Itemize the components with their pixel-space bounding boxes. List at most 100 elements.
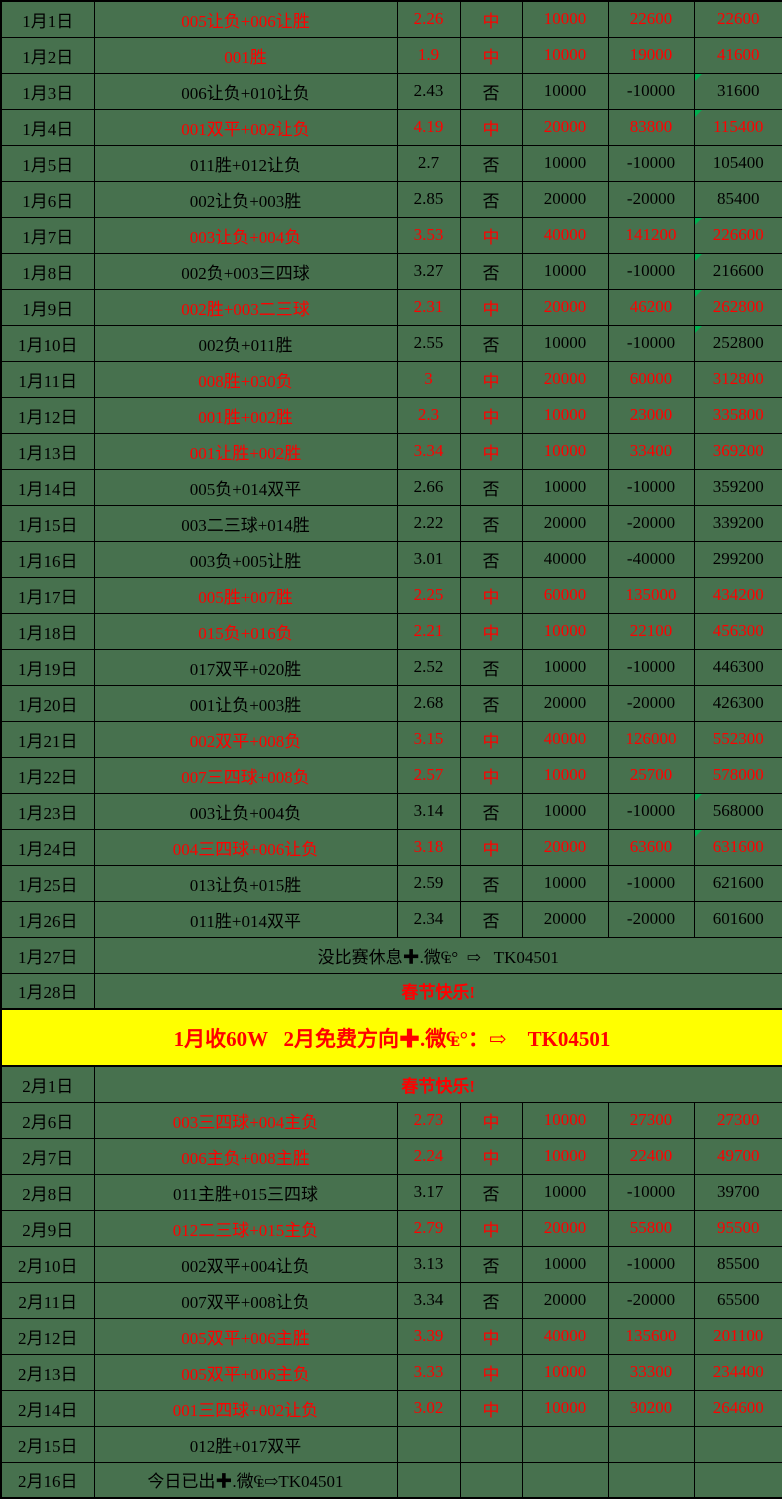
cell-odds[interactable]: 3.01 <box>396 540 461 578</box>
cell-date[interactable]: 1月27日 <box>0 936 95 974</box>
cell-date[interactable]: 1月6日 <box>0 180 95 218</box>
cell-date[interactable]: 1月18日 <box>0 612 95 650</box>
cell-profit[interactable]: -10000 <box>607 144 695 182</box>
cell-result[interactable]: 否 <box>459 648 523 686</box>
cell-description[interactable]: 005双平+006主胜 <box>93 1317 398 1355</box>
cell-profit[interactable]: -20000 <box>607 684 695 722</box>
cell-total[interactable]: 552300 <box>693 720 782 758</box>
cell-profit[interactable]: 126000 <box>607 720 695 758</box>
cell-profit[interactable]: 30200 <box>607 1389 695 1427</box>
cell-stake[interactable]: 40000 <box>521 540 609 578</box>
cell-description[interactable]: 002胜+003二三球 <box>93 288 398 326</box>
note-cell[interactable]: 春节快乐! <box>93 972 782 1010</box>
cell-result[interactable]: 否 <box>459 684 523 722</box>
cell-stake[interactable]: 10000 <box>521 468 609 506</box>
cell-profit[interactable]: -10000 <box>607 252 695 290</box>
cell-total[interactable]: 359200 <box>693 468 782 506</box>
cell-stake[interactable]: 20000 <box>521 180 609 218</box>
cell-date[interactable]: 1月3日 <box>0 72 95 110</box>
cell-total[interactable]: 578000 <box>693 756 782 794</box>
cell-odds[interactable]: 2.52 <box>396 648 461 686</box>
cell-odds[interactable]: 3.15 <box>396 720 461 758</box>
cell-result[interactable]: 中 <box>459 360 523 398</box>
cell-result[interactable]: 否 <box>459 504 523 542</box>
cell-total[interactable]: 39700 <box>693 1173 782 1211</box>
cell-result[interactable]: 中 <box>459 1317 523 1355</box>
cell-result[interactable]: 否 <box>459 900 523 938</box>
cell-odds[interactable]: 2.25 <box>396 576 461 614</box>
cell-description[interactable]: 001胜+002胜 <box>93 396 398 434</box>
cell-profit[interactable]: 63600 <box>607 828 695 866</box>
cell-total[interactable]: 426300 <box>693 684 782 722</box>
cell-profit[interactable]: 33400 <box>607 432 695 470</box>
cell-description[interactable]: 003让负+004负 <box>93 216 398 254</box>
cell-stake[interactable]: 10000 <box>521 648 609 686</box>
cell-description[interactable]: 今日已出✚.微₠⇨TK04501 <box>93 1461 398 1499</box>
cell-profit[interactable]: -20000 <box>607 180 695 218</box>
cell-description[interactable]: 004三四球+006让负 <box>93 828 398 866</box>
cell-date[interactable]: 1月7日 <box>0 216 95 254</box>
cell-profit[interactable]: 27300 <box>607 1101 695 1139</box>
cell-total[interactable] <box>693 1461 782 1499</box>
cell-result[interactable]: 否 <box>459 792 523 830</box>
cell-odds[interactable]: 4.19 <box>396 108 461 146</box>
cell-total[interactable]: 312800 <box>693 360 782 398</box>
cell-odds[interactable]: 3.14 <box>396 792 461 830</box>
cell-description[interactable]: 003负+005让胜 <box>93 540 398 578</box>
cell-stake[interactable]: 10000 <box>521 252 609 290</box>
cell-total[interactable]: 31600 <box>693 72 782 110</box>
cell-date[interactable]: 2月7日 <box>0 1137 95 1175</box>
cell-odds[interactable]: 3.18 <box>396 828 461 866</box>
cell-date[interactable]: 2月12日 <box>0 1317 95 1355</box>
cell-stake[interactable]: 10000 <box>521 792 609 830</box>
cell-result[interactable]: 否 <box>459 468 523 506</box>
cell-total[interactable]: 446300 <box>693 648 782 686</box>
cell-profit[interactable]: -40000 <box>607 540 695 578</box>
cell-odds[interactable]: 2.21 <box>396 612 461 650</box>
cell-date[interactable]: 2月8日 <box>0 1173 95 1211</box>
cell-date[interactable]: 2月6日 <box>0 1101 95 1139</box>
cell-total[interactable]: 201100 <box>693 1317 782 1355</box>
cell-profit[interactable]: 83800 <box>607 108 695 146</box>
cell-total[interactable]: 85400 <box>693 180 782 218</box>
cell-odds[interactable]: 2.55 <box>396 324 461 362</box>
cell-result[interactable]: 否 <box>459 1173 523 1211</box>
cell-date[interactable]: 1月20日 <box>0 684 95 722</box>
cell-total[interactable]: 27300 <box>693 1101 782 1139</box>
cell-date[interactable]: 2月15日 <box>0 1425 95 1463</box>
cell-total[interactable]: 601600 <box>693 900 782 938</box>
cell-description[interactable]: 005负+014双平 <box>93 468 398 506</box>
cell-profit[interactable]: -10000 <box>607 864 695 902</box>
cell-date[interactable]: 1月23日 <box>0 792 95 830</box>
cell-result[interactable]: 中 <box>459 36 523 74</box>
cell-result[interactable]: 否 <box>459 180 523 218</box>
cell-stake[interactable]: 20000 <box>521 108 609 146</box>
cell-result[interactable]: 中 <box>459 396 523 434</box>
cell-description[interactable]: 001让胜+002胜 <box>93 432 398 470</box>
cell-stake[interactable]: 20000 <box>521 504 609 542</box>
cell-total[interactable]: 335800 <box>693 396 782 434</box>
cell-total[interactable]: 22600 <box>693 0 782 38</box>
cell-description[interactable]: 002负+011胜 <box>93 324 398 362</box>
promo-banner[interactable]: 1月收60W 2月免费方向✚.微₠°：⇨ TK04501 <box>0 1008 782 1067</box>
cell-profit[interactable]: 19000 <box>607 36 695 74</box>
cell-stake[interactable]: 10000 <box>521 864 609 902</box>
cell-total[interactable]: 85500 <box>693 1245 782 1283</box>
cell-date[interactable]: 1月13日 <box>0 432 95 470</box>
cell-stake[interactable]: 20000 <box>521 360 609 398</box>
cell-description[interactable]: 011胜+014双平 <box>93 900 398 938</box>
cell-date[interactable]: 2月10日 <box>0 1245 95 1283</box>
cell-stake[interactable]: 20000 <box>521 1281 609 1319</box>
cell-profit[interactable]: 25700 <box>607 756 695 794</box>
cell-total[interactable]: 234400 <box>693 1353 782 1391</box>
cell-profit[interactable]: 33300 <box>607 1353 695 1391</box>
cell-profit[interactable]: -10000 <box>607 468 695 506</box>
cell-odds[interactable]: 3.17 <box>396 1173 461 1211</box>
cell-date[interactable]: 1月8日 <box>0 252 95 290</box>
cell-result[interactable]: 否 <box>459 324 523 362</box>
cell-stake[interactable]: 10000 <box>521 1173 609 1211</box>
cell-date[interactable]: 2月14日 <box>0 1389 95 1427</box>
cell-total[interactable]: 621600 <box>693 864 782 902</box>
cell-result[interactable]: 否 <box>459 252 523 290</box>
cell-profit[interactable]: -10000 <box>607 792 695 830</box>
